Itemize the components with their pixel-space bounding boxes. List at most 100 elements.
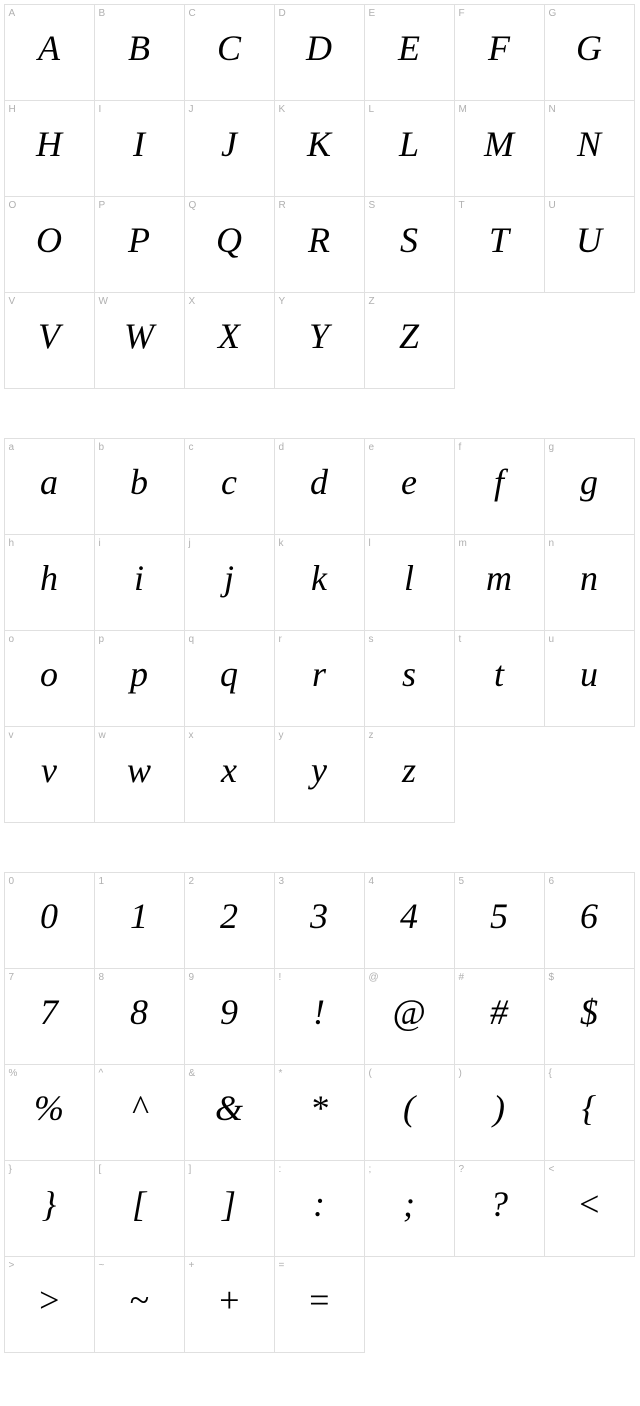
glyph-cell-glyph: 1 — [130, 895, 148, 937]
glyph-cell-glyph: 2 — [220, 895, 238, 937]
glyph-cell-glyph: : — [313, 1183, 325, 1225]
glyph-cell: QQ — [184, 196, 275, 293]
glyph-cell-glyph: d — [310, 461, 328, 503]
glyph-cell: dd — [274, 438, 365, 535]
glyph-cell-label: O — [9, 200, 17, 211]
glyph-cell-label: ? — [459, 1164, 465, 1175]
glyph-cell: @@ — [364, 968, 455, 1065]
glyph-cell-label: x — [189, 730, 194, 741]
glyph-grid: AABBCCDDEEFFGGHHIIJJKKLLMMNNOOPPQQRRSSTT… — [4, 4, 636, 388]
glyph-cell-glyph: S — [400, 219, 418, 261]
glyph-cell: vv — [4, 726, 95, 823]
glyph-cell-label: t — [459, 634, 462, 645]
glyph-cell-label: y — [279, 730, 284, 741]
glyph-cell-label: @ — [369, 972, 379, 983]
glyph-cell-label: R — [279, 200, 286, 211]
glyph-cell-glyph: # — [490, 991, 508, 1033]
glyph-cell: EE — [364, 4, 455, 101]
glyph-cell-glyph: F — [488, 27, 510, 69]
glyph-cell-label: W — [99, 296, 108, 307]
glyph-cell-glyph: t — [494, 653, 504, 695]
glyph-cell: FF — [454, 4, 545, 101]
glyph-cell-glyph: c — [221, 461, 237, 503]
glyph-cell-glyph: $ — [580, 991, 598, 1033]
glyph-cell: 99 — [184, 968, 275, 1065]
glyph-cell-label: A — [9, 8, 16, 19]
glyph-cell-glyph: ] — [222, 1183, 236, 1225]
glyph-cell-label: 3 — [279, 876, 285, 887]
glyph-cell-label: > — [9, 1260, 15, 1271]
glyph-cell-label: T — [459, 200, 465, 211]
glyph-cell-glyph: z — [402, 749, 416, 791]
glyph-cell-glyph: 7 — [40, 991, 58, 1033]
glyph-cell-label: o — [9, 634, 15, 645]
glyph-section-lowercase: aabbccddeeffgghhiijjkkllmmnnooppqqrrsstt… — [4, 438, 636, 822]
glyph-cell: WW — [94, 292, 185, 389]
glyph-section-symbols: 00112233445566778899!!@@##$$%%^^&&**(())… — [4, 872, 636, 1352]
glyph-cell-label: w — [99, 730, 106, 741]
glyph-cell-glyph: ? — [490, 1183, 508, 1225]
glyph-cell: 88 — [94, 968, 185, 1065]
glyph-cell-glyph: W — [124, 315, 154, 357]
glyph-cell-glyph: % — [34, 1087, 64, 1129]
glyph-cell-label: K — [279, 104, 286, 115]
glyph-cell-label: J — [189, 104, 194, 115]
glyph-cell: 77 — [4, 968, 95, 1065]
glyph-cell-glyph: l — [404, 557, 414, 599]
glyph-cell-glyph: j — [224, 557, 234, 599]
glyph-cell-label: k — [279, 538, 284, 549]
glyph-cell-label: ] — [189, 1164, 192, 1175]
glyph-cell-label: [ — [99, 1164, 102, 1175]
glyph-cell: 44 — [364, 872, 455, 969]
glyph-cell-glyph: R — [308, 219, 330, 261]
glyph-cell: kk — [274, 534, 365, 631]
glyph-cell-glyph: C — [217, 27, 241, 69]
glyph-cell-label: < — [549, 1164, 555, 1175]
glyph-cell-label: $ — [549, 972, 555, 983]
glyph-cell-label: 6 — [549, 876, 555, 887]
glyph-cell-label: q — [189, 634, 195, 645]
glyph-cell-glyph: h — [40, 557, 58, 599]
glyph-cell-glyph: v — [41, 749, 57, 791]
glyph-cell-glyph: L — [399, 123, 419, 165]
glyph-cell: OO — [4, 196, 95, 293]
glyph-cell-glyph: i — [134, 557, 144, 599]
glyph-cell-glyph: + — [217, 1279, 241, 1321]
glyph-cell-glyph: > — [37, 1279, 61, 1321]
glyph-cell-glyph: g — [580, 461, 598, 503]
glyph-cell: (( — [364, 1064, 455, 1161]
glyph-cell: gg — [544, 438, 635, 535]
glyph-cell: [[ — [94, 1160, 185, 1257]
glyph-cell-label: U — [549, 200, 556, 211]
glyph-cell-label: i — [99, 538, 101, 549]
glyph-cell: aa — [4, 438, 95, 535]
glyph-cell-glyph: J — [221, 123, 237, 165]
glyph-cell-label: = — [279, 1260, 285, 1271]
glyph-cell: oo — [4, 630, 95, 727]
glyph-cell-glyph: } — [42, 1183, 56, 1225]
glyph-cell-label: 9 — [189, 972, 195, 983]
glyph-cell: jj — [184, 534, 275, 631]
glyph-cell: JJ — [184, 100, 275, 197]
glyph-grid: aabbccddeeffgghhiijjkkllmmnnooppqqrrsstt… — [4, 438, 636, 822]
glyph-cell-glyph: H — [36, 123, 62, 165]
glyph-cell: 22 — [184, 872, 275, 969]
glyph-cell: ]] — [184, 1160, 275, 1257]
glyph-cell-label: r — [279, 634, 282, 645]
glyph-cell: 55 — [454, 872, 545, 969]
glyph-cell-glyph: V — [38, 315, 60, 357]
glyph-cell: ZZ — [364, 292, 455, 389]
glyph-cell: MM — [454, 100, 545, 197]
glyph-cell: mm — [454, 534, 545, 631]
glyph-cell-glyph: r — [312, 653, 326, 695]
glyph-cell-glyph: < — [577, 1183, 601, 1225]
glyph-cell-glyph: n — [580, 557, 598, 599]
glyph-cell-label: E — [369, 8, 376, 19]
glyph-cell-glyph: @ — [392, 991, 425, 1033]
glyph-cell-label: u — [549, 634, 555, 645]
glyph-cell-glyph: * — [310, 1087, 328, 1129]
glyph-cell-label: ) — [459, 1068, 462, 1079]
glyph-cell-label: H — [9, 104, 16, 115]
glyph-cell-glyph: e — [401, 461, 417, 503]
glyph-cell: UU — [544, 196, 635, 293]
